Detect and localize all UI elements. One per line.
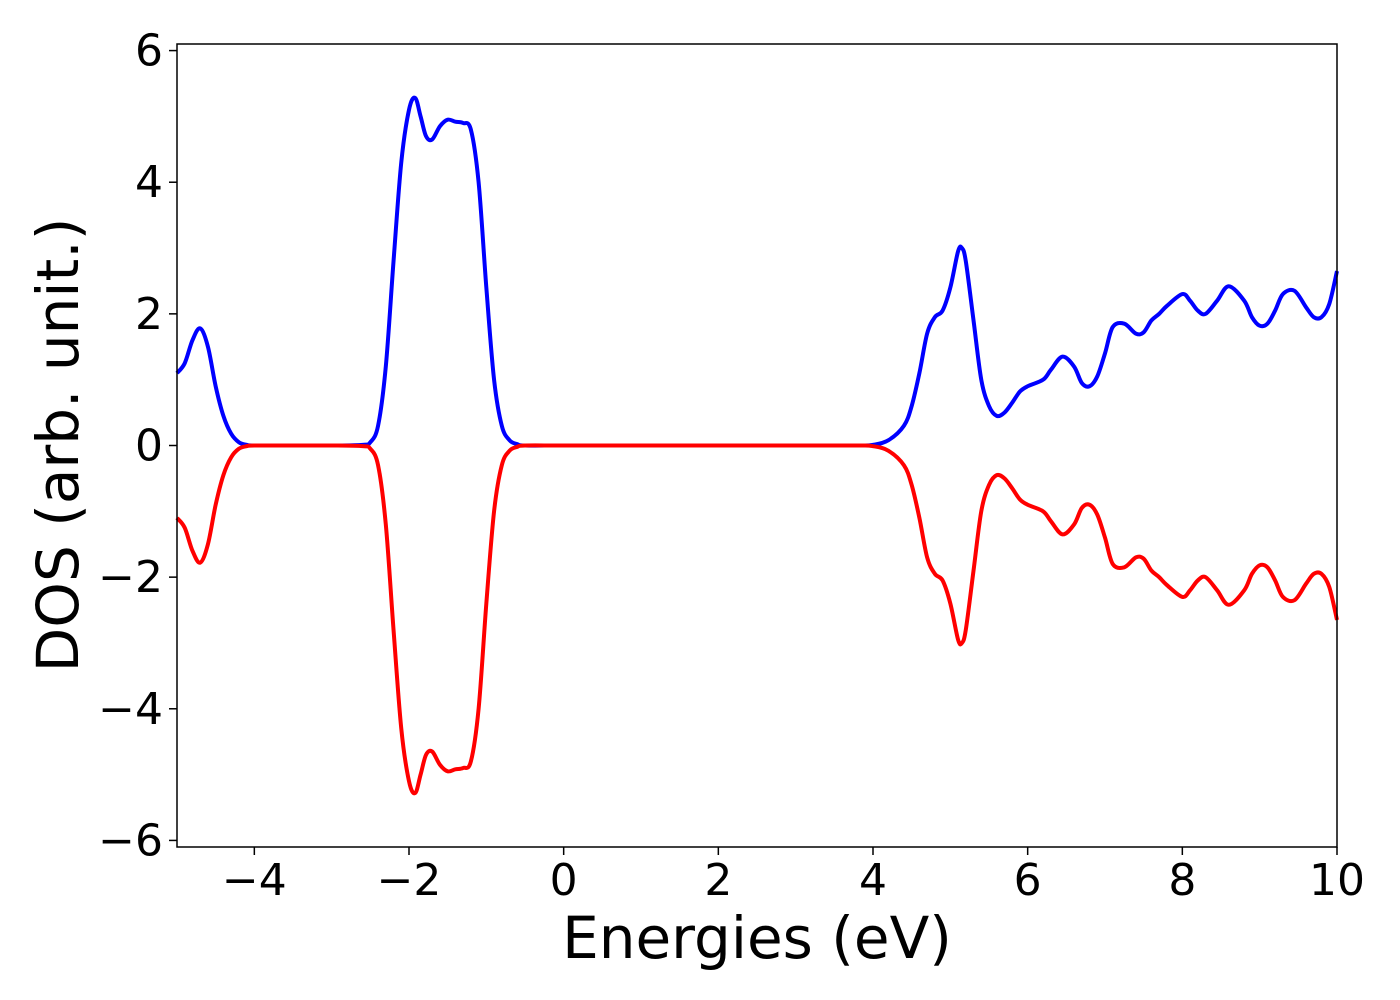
- x-tick-label: 2: [704, 855, 732, 906]
- series-line-up: [175, 95, 1339, 448]
- y-tick-label: 6: [135, 26, 163, 77]
- x-tick-label: −2: [377, 855, 442, 906]
- x-axis-label: Energies (eV): [562, 904, 952, 972]
- x-tick-label: 4: [859, 855, 887, 906]
- x-tick-label: 0: [550, 855, 578, 906]
- y-axis-ticks: −6 −4 −2 0 2 4 6: [98, 26, 177, 866]
- x-tick-label: −4: [222, 855, 287, 906]
- x-tick-label: 10: [1309, 855, 1365, 906]
- y-tick-label: −4: [98, 684, 163, 735]
- series-layer: [175, 95, 1339, 796]
- x-tick-label: 6: [1014, 855, 1042, 906]
- x-axis-ticks: −4 −2 0 2 4 6 8 10: [222, 847, 1365, 906]
- y-axis-label: DOS (arb. unit.): [24, 218, 92, 673]
- y-tick-label: 2: [135, 289, 163, 340]
- y-tick-label: 0: [135, 421, 163, 472]
- x-tick-label: 8: [1168, 855, 1196, 906]
- y-tick-label: −6: [98, 815, 163, 866]
- y-tick-label: −2: [98, 552, 163, 603]
- series-line-down: [175, 443, 1339, 796]
- y-tick-label: 4: [135, 157, 163, 208]
